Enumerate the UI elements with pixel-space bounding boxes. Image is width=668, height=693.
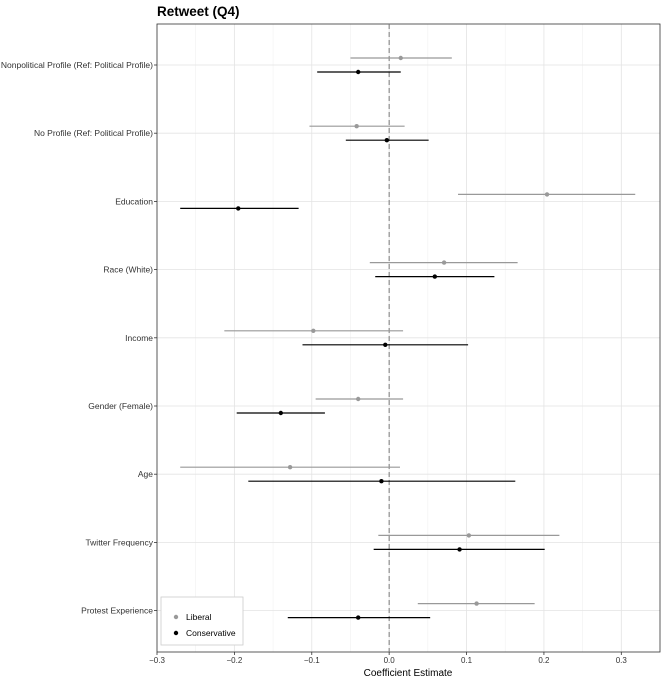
estimate-point-liberal — [474, 601, 479, 606]
category-label: Protest Experience — [81, 606, 153, 616]
x-tick-label: −0.2 — [226, 656, 242, 665]
chart-title: Retweet (Q4) — [157, 4, 240, 19]
category-label: Nonpolitical Profile (Ref: Political Pro… — [1, 60, 153, 70]
x-tick-label: 0.2 — [538, 656, 550, 665]
estimate-point-conservative — [236, 206, 241, 211]
x-tick-label: 0.3 — [616, 656, 628, 665]
x-tick-label: 0.0 — [384, 656, 396, 665]
estimate-point-liberal — [354, 124, 359, 129]
estimate-point-conservative — [356, 615, 361, 620]
axis-layer: −0.3 −0.2 −0.1 0.0 0.1 0.2 0.3 Nonpolitical Pro… — [1, 23, 661, 665]
estimate-point-conservative — [457, 547, 462, 552]
category-label: No Profile (Ref: Political Profile) — [34, 128, 153, 138]
estimate-point-liberal — [356, 396, 361, 402]
estimate-point-conservative — [432, 274, 438, 279]
category-label: Education — [115, 196, 153, 206]
legend-label-conservative: Conservative — [186, 628, 236, 638]
x-axis-title: Coefficient Estimate — [364, 668, 453, 679]
estimate-point-liberal — [544, 192, 550, 197]
estimate-point-liberal — [311, 328, 316, 333]
grid-layer — [156, 24, 660, 652]
x-tick-label: 0.1 — [461, 656, 473, 665]
estimate-point-conservative — [278, 410, 284, 416]
x-tick-label: −0.1 — [304, 656, 320, 665]
estimate-point-conservative — [356, 69, 361, 75]
marks-layer — [180, 24, 636, 652]
estimate-point-conservative — [383, 342, 388, 347]
legend-marker-conservative — [173, 630, 179, 636]
estimate-point-liberal — [398, 55, 403, 61]
category-label: Gender (Female) — [88, 401, 153, 411]
category-label: Race (White) — [103, 265, 153, 275]
legend-box — [160, 596, 244, 646]
x-tick-label: −0.3 — [149, 656, 165, 665]
category-label: Twitter Frequency — [85, 537, 153, 547]
legend-label-liberal: Liberal — [186, 612, 212, 622]
estimate-point-liberal — [287, 465, 293, 470]
estimate-point-conservative — [384, 138, 390, 143]
estimate-point-liberal — [466, 533, 472, 538]
category-label: Income — [125, 333, 153, 343]
estimate-point-conservative — [379, 479, 384, 484]
category-label: Age — [138, 469, 153, 479]
legend-marker-liberal — [173, 614, 179, 620]
estimate-point-liberal — [441, 260, 447, 265]
legend: Liberal Conservative — [160, 596, 244, 646]
